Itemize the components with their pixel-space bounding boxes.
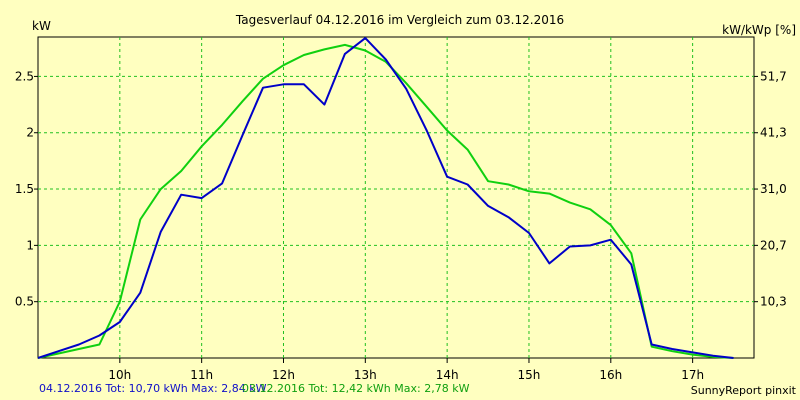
x-tick-label: 16h bbox=[599, 368, 622, 382]
x-tick-label: 11h bbox=[190, 368, 213, 382]
y-tick-label-right: 31,0 bbox=[760, 182, 787, 196]
series-line-04-12-2016 bbox=[37, 37, 734, 359]
x-tick-label: 17h bbox=[681, 368, 704, 382]
footer-series1-summary: 04.12.2016 Tot: 10,70 kWh Max: 2,84 kW bbox=[39, 382, 267, 395]
y-tick-label-left: 2 bbox=[26, 126, 34, 140]
x-tick-label: 12h bbox=[272, 368, 295, 382]
x-tick-label: 13h bbox=[354, 368, 377, 382]
series-group bbox=[37, 37, 734, 359]
y-tick-label-right: 41,3 bbox=[760, 126, 787, 140]
plot-area bbox=[37, 36, 755, 359]
footer-series2-summary: 03.12.2016 Tot: 12,42 kWh Max: 2,78 kW bbox=[242, 382, 470, 395]
x-tick-label: 15h bbox=[518, 368, 541, 382]
y-tick-label-left: 0.5 bbox=[15, 295, 34, 309]
y-tick-label-right: 51,7 bbox=[760, 69, 787, 83]
footer-brand: SunnyReport pinxit bbox=[691, 384, 797, 397]
y-tick-label-left: 1 bbox=[26, 238, 34, 252]
grid-lines bbox=[38, 37, 754, 358]
chart-title: Tagesverlauf 04.12.2016 im Vergleich zum… bbox=[235, 13, 564, 27]
y-axis-label-right: kW/kWp [%] bbox=[722, 23, 796, 37]
x-tick-label: 14h bbox=[436, 368, 459, 382]
axis-ticks: 10h 11h 12h 13h 14h 15h 16h 17h 0.5 10,3 1 20,7 1.5 3… bbox=[15, 69, 787, 382]
y-tick-label-left: 1.5 bbox=[15, 182, 34, 196]
y-tick-label-right: 10,3 bbox=[760, 295, 787, 309]
series-line-03-12-2016 bbox=[37, 43, 734, 359]
y-tick-label-right: 20,7 bbox=[760, 238, 787, 252]
y-tick-label-left: 2.5 bbox=[15, 69, 34, 83]
x-tick-label: 10h bbox=[108, 368, 131, 382]
y-axis-label-left: kW bbox=[32, 19, 51, 33]
